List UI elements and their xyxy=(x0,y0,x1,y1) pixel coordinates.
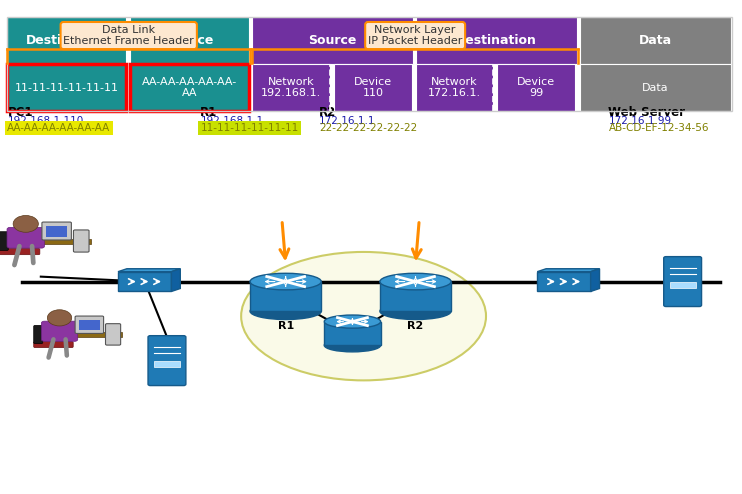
Text: Destination: Destination xyxy=(27,34,107,47)
Text: R1: R1 xyxy=(200,106,217,119)
FancyBboxPatch shape xyxy=(79,320,99,330)
FancyBboxPatch shape xyxy=(130,64,249,111)
FancyBboxPatch shape xyxy=(46,226,68,237)
Polygon shape xyxy=(537,272,591,291)
Ellipse shape xyxy=(380,273,451,290)
Ellipse shape xyxy=(250,273,321,290)
FancyBboxPatch shape xyxy=(7,227,45,248)
FancyBboxPatch shape xyxy=(416,64,493,111)
FancyBboxPatch shape xyxy=(75,316,104,333)
FancyBboxPatch shape xyxy=(380,282,451,311)
FancyBboxPatch shape xyxy=(0,248,40,255)
FancyBboxPatch shape xyxy=(33,341,73,348)
Text: R1: R1 xyxy=(278,321,294,331)
Text: Web Server: Web Server xyxy=(608,106,686,119)
FancyBboxPatch shape xyxy=(580,17,731,64)
FancyBboxPatch shape xyxy=(324,322,381,345)
Circle shape xyxy=(47,310,72,326)
Text: Data Link
Ethernet Frame Header: Data Link Ethernet Frame Header xyxy=(63,25,194,46)
Text: AA-AA-AA-AA-AA-
AA: AA-AA-AA-AA-AA- AA xyxy=(142,77,237,98)
Text: Device
110: Device 110 xyxy=(354,77,392,98)
Text: PC1: PC1 xyxy=(7,106,33,119)
Ellipse shape xyxy=(380,303,451,320)
FancyBboxPatch shape xyxy=(0,232,8,250)
Polygon shape xyxy=(171,269,180,291)
FancyBboxPatch shape xyxy=(62,332,122,337)
Polygon shape xyxy=(118,269,180,272)
FancyBboxPatch shape xyxy=(334,64,412,111)
Ellipse shape xyxy=(241,252,486,380)
FancyBboxPatch shape xyxy=(130,17,249,64)
FancyBboxPatch shape xyxy=(252,64,330,111)
Text: Device
99: Device 99 xyxy=(517,77,555,98)
Circle shape xyxy=(13,215,39,232)
FancyBboxPatch shape xyxy=(148,336,186,385)
Text: 172.16.1.99: 172.16.1.99 xyxy=(608,117,672,126)
FancyBboxPatch shape xyxy=(33,326,43,343)
Polygon shape xyxy=(591,269,600,291)
Polygon shape xyxy=(537,269,600,272)
FancyBboxPatch shape xyxy=(73,230,89,252)
FancyBboxPatch shape xyxy=(664,257,702,306)
FancyBboxPatch shape xyxy=(416,17,577,64)
Text: 11-11-11-11-11-11: 11-11-11-11-11-11 xyxy=(15,82,119,93)
Ellipse shape xyxy=(250,303,321,320)
FancyBboxPatch shape xyxy=(670,282,696,288)
Text: Network Layer
IP Packet Header: Network Layer IP Packet Header xyxy=(368,25,462,46)
Polygon shape xyxy=(118,272,171,291)
Text: R2: R2 xyxy=(407,321,424,331)
FancyBboxPatch shape xyxy=(42,321,78,341)
FancyBboxPatch shape xyxy=(27,239,91,244)
Ellipse shape xyxy=(324,315,381,328)
FancyBboxPatch shape xyxy=(7,17,126,64)
Text: 192.168.1.110: 192.168.1.110 xyxy=(7,117,84,126)
Text: Network
192.168.1.: Network 192.168.1. xyxy=(261,77,321,98)
FancyBboxPatch shape xyxy=(250,282,321,311)
Text: Data: Data xyxy=(643,82,669,93)
FancyBboxPatch shape xyxy=(497,64,575,111)
Text: Destination: Destination xyxy=(456,34,536,47)
Ellipse shape xyxy=(324,339,381,352)
Text: 22-22-22-22-22-22: 22-22-22-22-22-22 xyxy=(319,124,417,133)
Text: Source: Source xyxy=(308,34,357,47)
FancyBboxPatch shape xyxy=(105,324,121,345)
FancyBboxPatch shape xyxy=(580,64,731,111)
FancyBboxPatch shape xyxy=(42,222,71,240)
Text: 172.16.1.1: 172.16.1.1 xyxy=(319,117,375,126)
Text: AB-CD-EF-12-34-56: AB-CD-EF-12-34-56 xyxy=(608,124,709,133)
Text: 192.168.1.1: 192.168.1.1 xyxy=(200,117,263,126)
Text: AA-AA-AA-AA-AA-AA: AA-AA-AA-AA-AA-AA xyxy=(7,124,111,133)
Text: Data: Data xyxy=(639,34,672,47)
Text: Source: Source xyxy=(165,34,214,47)
FancyBboxPatch shape xyxy=(154,361,180,367)
Text: R2: R2 xyxy=(319,106,336,119)
Text: Network
172.16.1.: Network 172.16.1. xyxy=(428,77,481,98)
FancyBboxPatch shape xyxy=(7,64,126,111)
FancyBboxPatch shape xyxy=(252,17,413,64)
Text: 11-11-11-11-11-11: 11-11-11-11-11-11 xyxy=(200,124,298,133)
